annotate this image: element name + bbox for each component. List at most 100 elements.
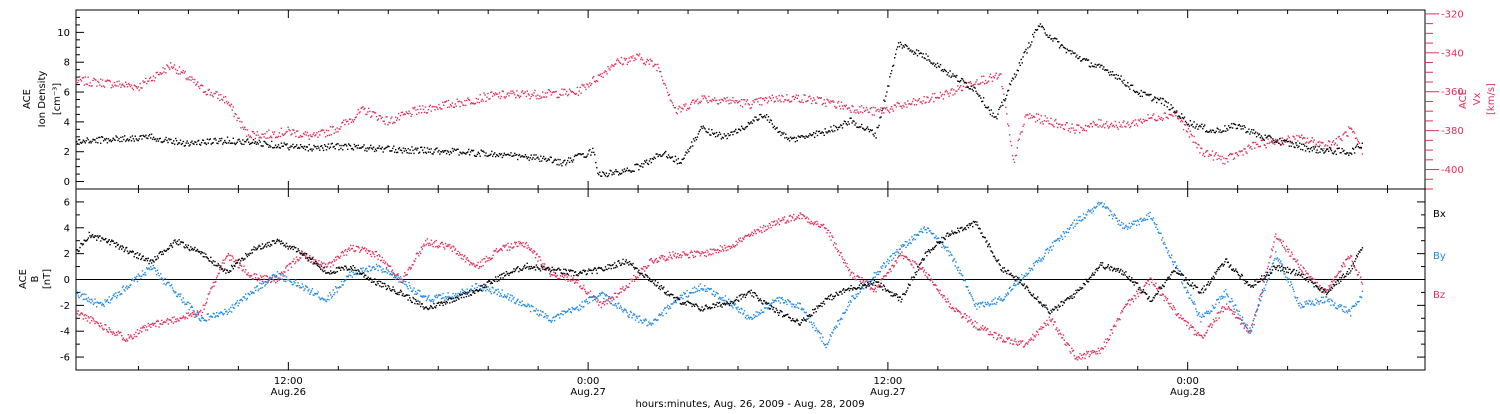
density-point [164, 139, 165, 140]
vx-point [281, 128, 282, 129]
density-point [758, 119, 759, 120]
density-point [296, 144, 297, 145]
vx-point [580, 87, 581, 88]
bz-point [764, 231, 765, 232]
vx-point [1047, 120, 1048, 121]
bz-point [158, 321, 159, 322]
bz-point [1220, 311, 1221, 312]
density-point [615, 169, 616, 170]
bz-point [992, 334, 993, 335]
density-point [1295, 142, 1296, 143]
density-point [470, 151, 471, 152]
by-point [137, 281, 138, 282]
bz-point [143, 326, 144, 327]
bz-point [397, 273, 398, 274]
by-point [150, 266, 151, 267]
vx-point [1316, 146, 1317, 147]
vx-point [726, 100, 727, 101]
by-point [371, 269, 372, 270]
bz-point [534, 251, 535, 252]
density-point [436, 147, 437, 148]
density-point [891, 70, 892, 71]
bz-point [100, 323, 101, 324]
density-point [1319, 152, 1320, 153]
vx-point [399, 119, 400, 120]
bz-point [834, 242, 835, 243]
by-point [445, 296, 446, 297]
vx-point [706, 100, 707, 101]
bz-point [308, 261, 309, 262]
vx-point [689, 107, 690, 108]
bz-point [241, 266, 242, 267]
vx-point [1119, 122, 1120, 123]
vx-point [1128, 124, 1129, 125]
bz-point [412, 264, 413, 265]
bz-point [741, 241, 742, 242]
density-point [1272, 138, 1273, 139]
bz-point [660, 258, 661, 259]
density-point [1001, 102, 1002, 103]
density-point [1318, 146, 1319, 147]
density-point [689, 148, 690, 149]
vx-point [411, 114, 412, 115]
vx-point [142, 80, 143, 81]
bz-point [671, 258, 672, 259]
bz-point [1285, 250, 1286, 251]
density-point [1153, 98, 1154, 99]
bz-point [136, 336, 137, 337]
density-point [103, 140, 104, 141]
density-point [1189, 125, 1190, 126]
by-point [318, 297, 319, 298]
density-point [269, 145, 270, 146]
bz-point [335, 257, 336, 258]
bz-point [1343, 263, 1344, 264]
density-point [141, 138, 142, 139]
vx-point [1071, 124, 1072, 125]
vx-point [708, 96, 709, 97]
bz-point [471, 263, 472, 264]
bz-point [93, 318, 94, 319]
vx-point [949, 92, 950, 93]
bz-point [720, 245, 721, 246]
vx-point [1052, 125, 1053, 126]
density-point [594, 154, 595, 155]
vx-point [1075, 130, 1076, 131]
bz-point [1049, 317, 1050, 318]
vx-point [271, 137, 272, 138]
vx-point [193, 82, 194, 83]
bz-point [1075, 358, 1076, 359]
density-point [882, 108, 883, 109]
bz-point [1076, 357, 1077, 358]
density-point [867, 126, 868, 127]
bz-point [1186, 325, 1187, 326]
density-point [373, 147, 374, 148]
density-point [513, 155, 514, 156]
bz-point [941, 294, 942, 295]
density-point [846, 123, 847, 124]
by-point [79, 292, 80, 293]
density-point [1261, 135, 1262, 136]
bz-point [284, 272, 285, 273]
by-point [156, 274, 157, 275]
bz-point [455, 248, 456, 249]
by-point [410, 287, 411, 288]
density-point [1150, 94, 1151, 95]
density-point [303, 148, 304, 149]
by-point [250, 291, 251, 292]
by-point [626, 310, 627, 311]
vx-point [777, 100, 778, 101]
vx-point [525, 91, 526, 92]
bz-point [866, 280, 867, 281]
density-point [1186, 122, 1187, 123]
bz-point [1254, 318, 1255, 319]
bz-point [1176, 315, 1177, 316]
vx-point [719, 99, 720, 100]
density-point [800, 137, 801, 138]
vx-point [1211, 155, 1212, 156]
vx-point [984, 83, 985, 84]
bz-point [1172, 309, 1173, 310]
bz-point [382, 257, 383, 258]
density-point [1086, 58, 1087, 59]
bz-point [1291, 252, 1292, 253]
bz-point [371, 256, 372, 257]
